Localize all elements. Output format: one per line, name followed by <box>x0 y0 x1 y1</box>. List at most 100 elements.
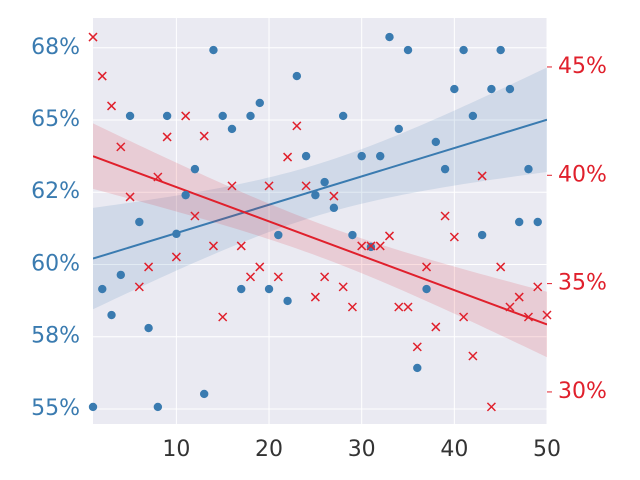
dot <box>181 190 190 200</box>
x-marker <box>125 192 135 202</box>
x-marker <box>97 71 107 81</box>
x-marker <box>459 312 469 322</box>
dot <box>199 389 209 399</box>
x-marker <box>283 152 293 162</box>
dot <box>329 203 339 213</box>
x-marker <box>208 241 218 251</box>
dot <box>301 151 311 161</box>
dot <box>107 310 116 320</box>
dot <box>468 111 478 121</box>
x-marker <box>134 282 144 292</box>
x-marker <box>88 32 98 42</box>
x-marker <box>468 351 478 361</box>
dot <box>153 402 163 412</box>
x-marker <box>394 302 404 312</box>
dot <box>487 84 496 94</box>
y-tick-label: 65% <box>31 107 80 132</box>
dot <box>394 124 403 134</box>
dot <box>264 284 274 294</box>
dot <box>320 177 329 187</box>
labels: 10 20 30 40 50 55% 58% 60% 62% 65% 68% 30% 35% 40% 45% <box>31 35 607 462</box>
x-marker <box>347 302 357 312</box>
x-marker <box>227 181 237 191</box>
y-tick-label: 58% <box>31 324 80 349</box>
dot <box>227 124 237 134</box>
dot <box>98 284 107 294</box>
y-tick-label: 55% <box>31 396 80 421</box>
x-marker <box>431 322 441 332</box>
x-marker <box>171 252 181 262</box>
y-tick-label: 60% <box>31 251 80 276</box>
dot <box>125 111 135 121</box>
x-marker <box>542 310 552 320</box>
x-marker <box>403 302 413 312</box>
dot <box>88 402 98 412</box>
dot <box>524 164 533 174</box>
y2-tick-label: 35% <box>558 271 607 296</box>
x-marker <box>236 241 246 251</box>
x-marker <box>255 262 265 272</box>
x-tick-label: 30 <box>348 437 376 462</box>
x-marker <box>366 241 376 251</box>
x-marker <box>273 272 283 282</box>
x-tick-label: 40 <box>440 437 468 462</box>
x-marker <box>523 312 533 322</box>
dot <box>403 45 413 55</box>
x-marker <box>181 111 191 121</box>
x-marker <box>422 262 432 272</box>
dot <box>116 270 125 280</box>
x-marker <box>218 312 228 322</box>
x-marker <box>264 181 274 191</box>
marks <box>88 32 552 412</box>
regression-line <box>93 155 547 326</box>
x-tick-label: 20 <box>255 437 283 462</box>
plot-area <box>93 18 547 424</box>
dot <box>274 230 283 240</box>
x-marker <box>514 292 524 302</box>
x-marker <box>310 292 320 302</box>
dot <box>385 32 394 42</box>
dot <box>431 137 441 147</box>
dot <box>338 111 348 121</box>
x-marker <box>144 262 154 272</box>
dot <box>255 98 264 108</box>
x-marker <box>440 211 450 221</box>
regression-layer <box>93 67 547 358</box>
dot <box>459 45 468 55</box>
dot <box>376 151 385 161</box>
x-marker <box>116 142 126 152</box>
x-marker <box>107 101 117 111</box>
dot <box>246 111 255 121</box>
x-marker <box>329 191 339 201</box>
dot <box>144 323 153 333</box>
dot <box>496 45 505 55</box>
x-marker <box>190 211 200 221</box>
x-tick-label: 50 <box>533 437 561 462</box>
x-marker <box>301 181 311 191</box>
dot <box>292 71 302 81</box>
x-marker <box>357 241 367 251</box>
dot <box>162 111 172 121</box>
dot <box>190 164 200 174</box>
x-tick-label: 10 <box>162 437 190 462</box>
dot <box>348 230 357 240</box>
dot <box>135 217 144 227</box>
dot <box>237 284 246 294</box>
dot <box>413 363 422 373</box>
dot <box>477 230 487 240</box>
y2-tick-label: 40% <box>558 162 607 187</box>
x-marker <box>505 302 515 312</box>
y-tick-label: 68% <box>31 35 80 60</box>
dot <box>533 217 542 227</box>
x-marker <box>338 282 348 292</box>
y2-tick-label: 45% <box>558 54 607 79</box>
dot <box>440 164 450 174</box>
dot <box>283 296 292 306</box>
x-marker <box>486 402 496 412</box>
x-marker <box>533 282 543 292</box>
dot <box>218 111 227 121</box>
y-tick-label: 62% <box>31 179 80 204</box>
dot <box>357 151 366 161</box>
dot <box>505 84 515 94</box>
